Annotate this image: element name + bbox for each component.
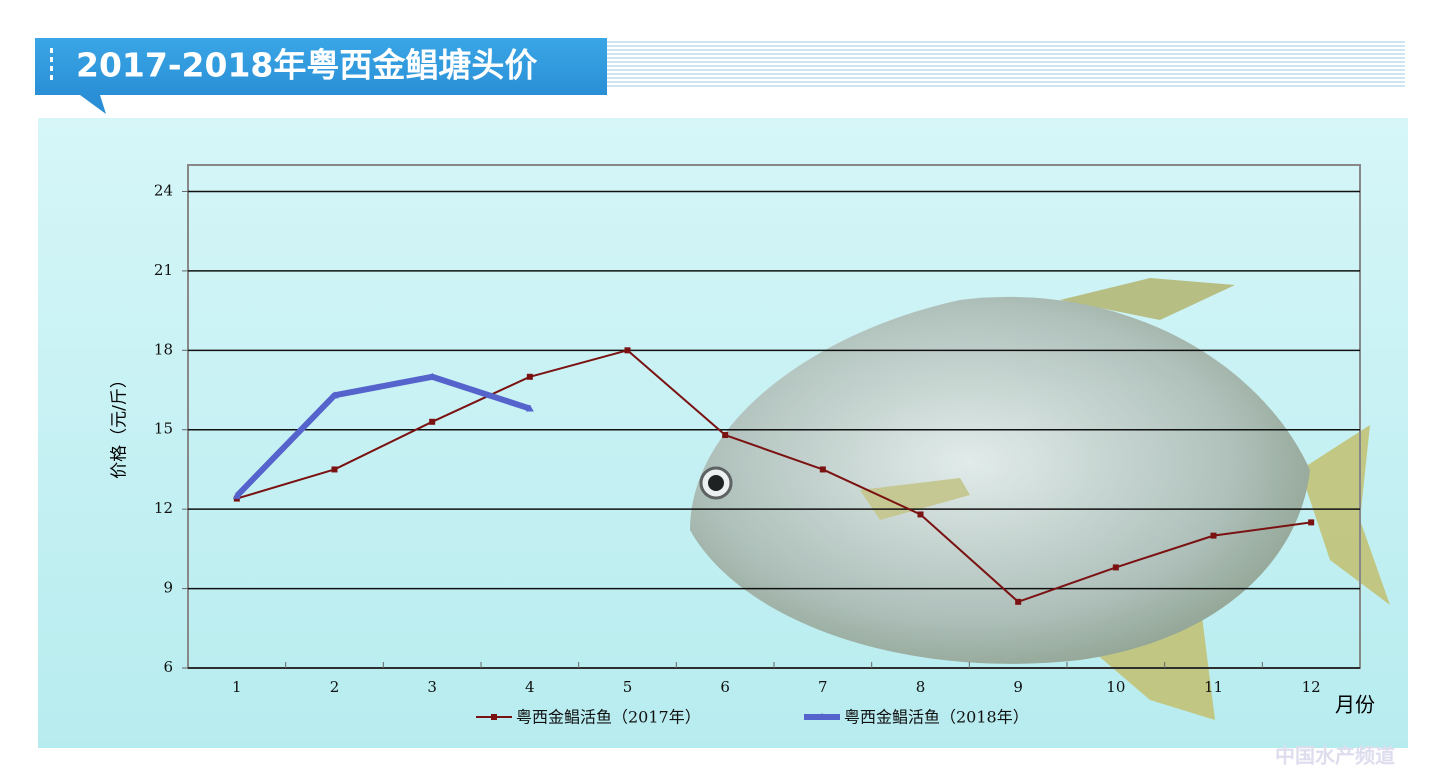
y-tick-label: 6 (163, 658, 173, 676)
point (429, 418, 436, 425)
banner-stripes (607, 41, 1405, 87)
series-line (234, 373, 531, 499)
point (330, 391, 339, 399)
y-tick-label: 21 (154, 261, 173, 279)
banner-dots (50, 48, 53, 80)
y-tick-label: 15 (154, 420, 173, 438)
x-tick-label: 10 (1106, 678, 1125, 696)
legend-label: 粤西金鲳活鱼（2017年） (516, 708, 701, 727)
y-tick-label: 24 (154, 181, 173, 199)
legend-marker (818, 713, 826, 720)
x-tick-label: 4 (525, 678, 535, 696)
x-tick-label: 5 (623, 678, 633, 696)
point (428, 372, 437, 380)
y-tick-label: 9 (163, 579, 173, 597)
series-line (236, 349, 1312, 603)
y-axis-label: 价格（元/斤） (110, 371, 130, 479)
point (526, 373, 533, 380)
x-tick-label: 12 (1302, 678, 1321, 696)
point (624, 347, 631, 354)
x-tick-label: 11 (1204, 678, 1223, 696)
fish-image (690, 278, 1390, 720)
point (331, 466, 338, 473)
point (232, 491, 241, 499)
x-tick-label: 2 (330, 678, 340, 696)
point (525, 404, 534, 412)
legend-marker (491, 714, 497, 720)
point (1112, 564, 1119, 571)
watermark: 中国水产频道 (1275, 744, 1395, 768)
x-tick-label: 6 (720, 678, 730, 696)
x-tick-label: 3 (427, 678, 437, 696)
x-tick-label: 7 (818, 678, 828, 696)
x-tick-label: 9 (1013, 678, 1023, 696)
point (1015, 598, 1022, 605)
point (917, 511, 924, 518)
title-banner (35, 38, 607, 95)
point (722, 432, 729, 439)
y-tick-label: 12 (154, 499, 173, 517)
x-tick-label: 8 (916, 678, 926, 696)
chart-title: 2017-2018年粤西金鲳塘头价 (76, 46, 537, 85)
point (819, 466, 826, 473)
x-axis-label: 月份 (1335, 693, 1375, 717)
point (1210, 532, 1217, 539)
point (1308, 519, 1315, 526)
banner-tail (80, 95, 106, 114)
x-tick-label: 1 (232, 678, 242, 696)
legend-label: 粤西金鲳活鱼（2018年） (844, 708, 1029, 727)
y-tick-label: 18 (154, 340, 173, 358)
